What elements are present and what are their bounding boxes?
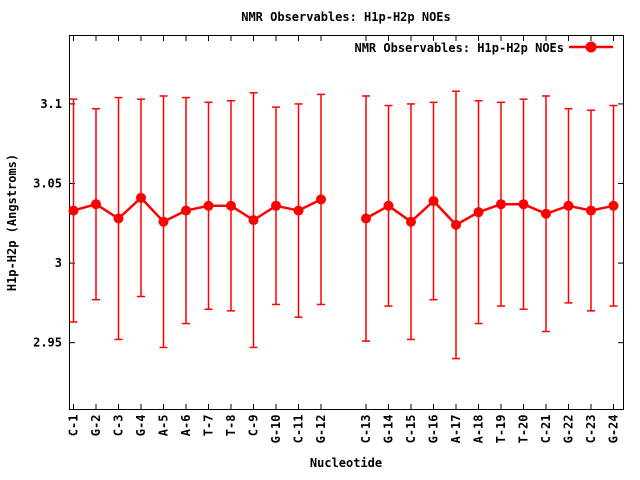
y-tick-label: 2.95 — [33, 336, 62, 350]
chart-title: NMR Observables: H1p-H2p NOEs — [241, 10, 451, 24]
y-tick-label: 3.05 — [33, 177, 62, 191]
x-tick-label: G-4 — [134, 415, 148, 437]
data-point-layer — [68, 192, 619, 230]
data-point — [158, 216, 169, 227]
x-tick-label: A-17 — [449, 415, 463, 444]
data-point — [181, 205, 191, 216]
x-tick-label: C-23 — [584, 415, 598, 444]
data-point — [226, 200, 236, 211]
data-point — [91, 199, 101, 210]
data-point — [203, 200, 214, 211]
y-tick-label: 3.1 — [40, 97, 62, 111]
x-tick-label: C-1 — [67, 415, 81, 437]
data-point — [271, 200, 281, 211]
x-tick-label: G-22 — [562, 415, 576, 444]
data-point — [361, 213, 371, 224]
x-tick-label: T-20 — [517, 415, 531, 444]
x-tick-label: A-18 — [472, 415, 486, 444]
data-point — [68, 205, 79, 216]
data-point — [383, 200, 394, 211]
x-tick-label: C-9 — [247, 415, 261, 437]
x-tick-label: C-15 — [404, 415, 418, 444]
data-point — [563, 200, 574, 211]
data-point — [316, 194, 326, 205]
legend-sample-marker — [585, 41, 597, 53]
plot-border-layer — [69, 35, 624, 410]
legend-label: NMR Observables: H1p-H2p NOEs — [354, 41, 564, 55]
x-tick-label: G-10 — [269, 415, 283, 444]
data-point — [473, 207, 484, 218]
x-tick-label: C-3 — [112, 415, 126, 437]
x-tick-label: G-12 — [314, 415, 328, 444]
x-tick-label: G-14 — [382, 415, 396, 444]
x-tick-label: C-11 — [292, 415, 306, 444]
data-point — [451, 219, 461, 230]
x-tick-label: G-2 — [89, 415, 103, 437]
data-point — [406, 216, 416, 227]
x-tick-label: C-13 — [359, 415, 373, 444]
legend-sample-layer — [569, 41, 613, 53]
data-point — [136, 192, 146, 203]
series-line — [73, 196, 322, 223]
data-point — [586, 205, 596, 216]
x-axis-label: Nucleotide — [310, 456, 382, 470]
data-point — [248, 215, 259, 226]
data-point — [541, 208, 551, 219]
y-axis-label: H1p-H2p (Angstroms) — [5, 154, 19, 291]
tick-layer: 3.1 3.05 3 2.95 C-1 G-2 C-3 G-4 A-5 A-6 T-7 T-8 C-9 G… — [33, 35, 624, 444]
x-tick-label: T-19 — [494, 415, 508, 444]
x-tick-label: G-24 — [607, 415, 621, 444]
plot-border — [69, 35, 624, 410]
data-point — [496, 199, 506, 210]
data-point — [608, 200, 619, 211]
data-point — [113, 213, 124, 224]
data-point — [428, 196, 439, 207]
error-bar-layer — [69, 90, 618, 360]
x-tick-label: G-16 — [427, 415, 441, 444]
y-tick-label: 3 — [55, 256, 62, 270]
series-line-layer — [73, 196, 614, 227]
x-tick-label: T-7 — [202, 415, 216, 437]
x-tick-label: A-6 — [179, 415, 193, 437]
series-line — [365, 199, 614, 227]
data-point — [518, 199, 529, 210]
data-point — [293, 205, 304, 216]
x-tick-label: C-21 — [539, 415, 553, 444]
x-tick-label: T-8 — [224, 415, 238, 437]
x-tick-label: A-5 — [157, 415, 171, 437]
